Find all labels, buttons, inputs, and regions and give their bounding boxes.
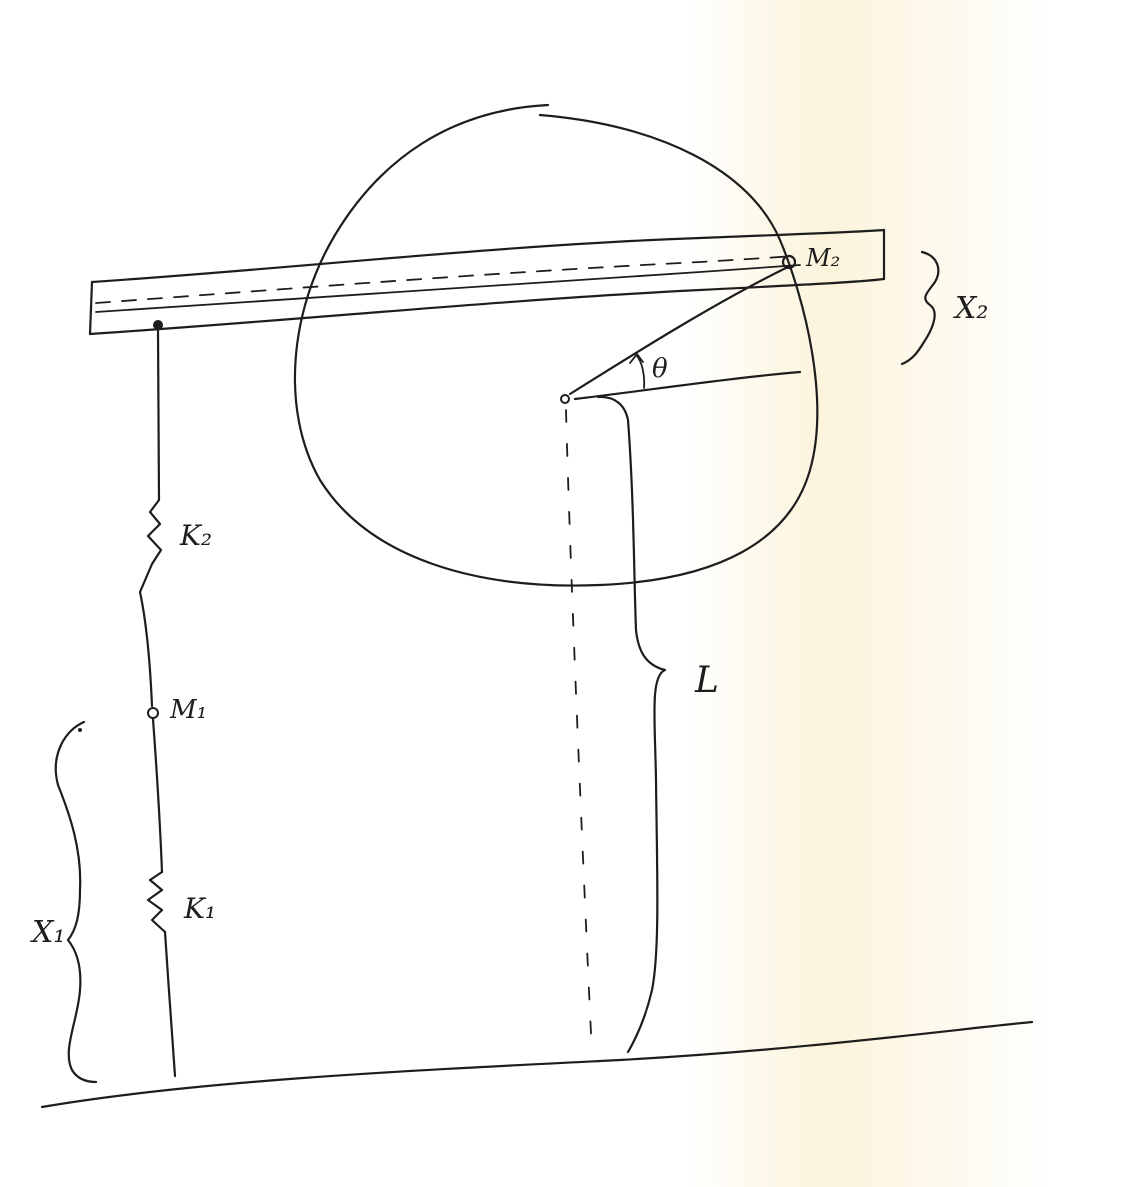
- x1-brace: [54, 720, 98, 1084]
- center-dashed-line: [565, 409, 593, 1056]
- l-brace: [596, 395, 667, 1054]
- beam-support-point: [153, 320, 163, 330]
- mass-m2: [781, 254, 797, 270]
- label-k1: K₁: [183, 892, 216, 925]
- beam-inner-line: [95, 264, 801, 313]
- support-rod: [156, 328, 161, 502]
- label-x1: X₁: [30, 915, 65, 950]
- spring-k1: [146, 870, 167, 934]
- beam-top-edge: [90, 228, 886, 284]
- x1-brace-dot: [78, 728, 82, 732]
- disk-outline: [293, 103, 819, 587]
- label-theta: θ: [652, 354, 668, 384]
- pivot-point: [560, 394, 570, 404]
- rod-k2-m1: [138, 590, 154, 708]
- arm-to-m2: [568, 264, 792, 396]
- x2-brace: [900, 250, 940, 366]
- label-m2: M₂: [805, 244, 840, 272]
- rod-m1-k1: [151, 717, 164, 874]
- ground-line: [40, 1020, 1034, 1109]
- angle-arrowhead: [629, 353, 644, 364]
- beam-track-dashed: [95, 255, 796, 304]
- label-L: L: [694, 660, 719, 701]
- label-k2: K₂: [179, 519, 212, 552]
- angle-arc: [636, 355, 646, 389]
- reference-line: [573, 370, 802, 401]
- rod-k1-ground: [163, 930, 177, 1078]
- label-x2: X₂: [953, 291, 988, 326]
- label-m1: M₁: [169, 695, 207, 725]
- beam-left-end: [88, 280, 94, 336]
- spring-k2: [138, 498, 163, 594]
- beam-bottom-edge: [88, 277, 886, 336]
- mass-m1: [147, 707, 159, 719]
